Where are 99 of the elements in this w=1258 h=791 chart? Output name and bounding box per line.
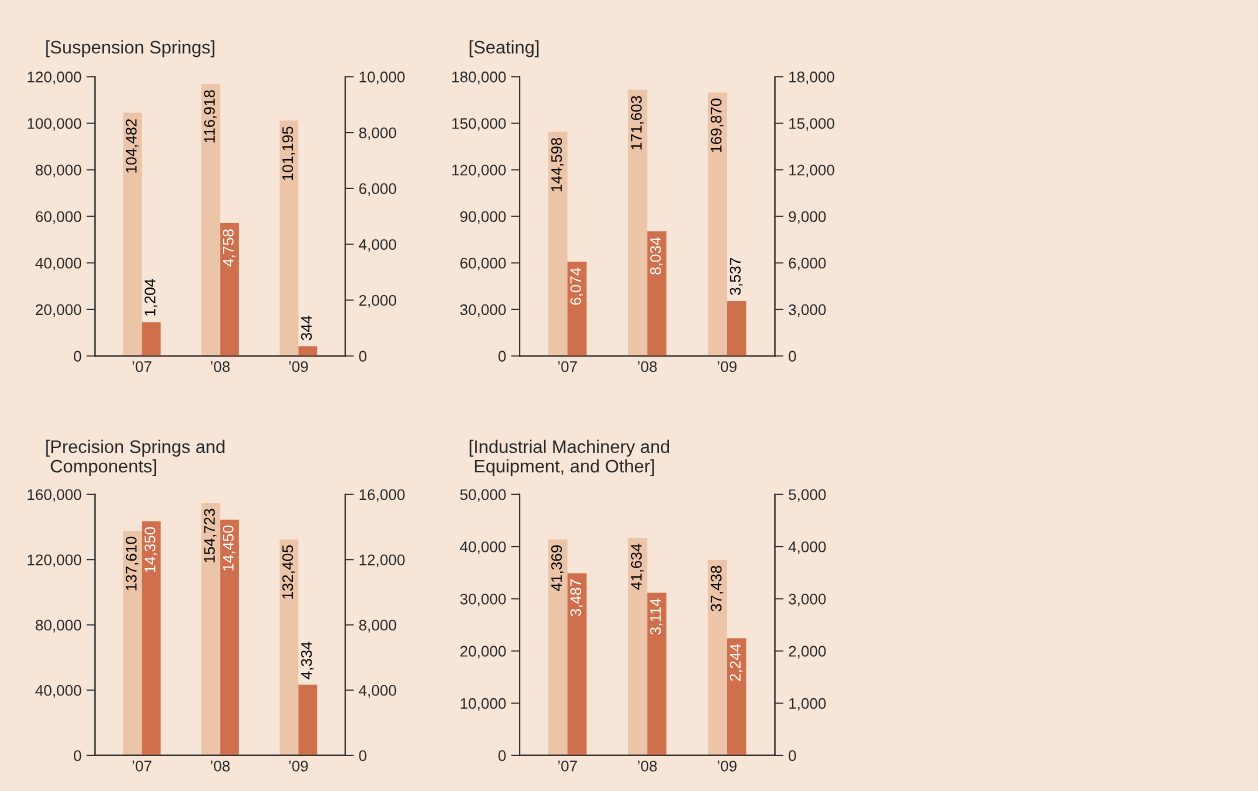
x-tick-label: ’08 bbox=[638, 760, 657, 772]
data-label: 144,598 bbox=[551, 137, 564, 192]
y-tick-label: 0 bbox=[498, 350, 506, 362]
y2-tick-label: 8,000 bbox=[359, 127, 397, 141]
data-label: 3,537 bbox=[729, 258, 743, 295]
data-label: 169,870 bbox=[710, 98, 724, 153]
y2-tick-label: 4,000 bbox=[788, 541, 826, 555]
data-label: 104,482 bbox=[125, 119, 139, 173]
y2-tick-label: 6,000 bbox=[788, 257, 826, 271]
data-label: 101,195 bbox=[282, 126, 295, 181]
data-label: 2,244 bbox=[729, 643, 743, 681]
y2-tick-label: 18,000 bbox=[789, 71, 835, 85]
data-label: 1,204 bbox=[144, 278, 158, 316]
y2-tick-label: 8,000 bbox=[359, 619, 397, 633]
y2-tick-label: 0 bbox=[788, 750, 797, 762]
y-tick-label: 40,000 bbox=[35, 257, 82, 271]
y2-tick-label: 9,000 bbox=[788, 211, 826, 224]
y-tick-label: 100,000 bbox=[27, 118, 82, 131]
y2-tick-label: 3,000 bbox=[788, 593, 826, 607]
data-label: 154,723 bbox=[204, 508, 217, 563]
data-label: 4,334 bbox=[301, 641, 314, 680]
bar bbox=[548, 131, 568, 356]
bar bbox=[628, 89, 648, 356]
chart-title: [Seating] bbox=[469, 40, 539, 58]
x-tick-label: ’07 bbox=[558, 760, 577, 772]
y2-tick-label: 12,000 bbox=[789, 164, 835, 178]
data-label: 41,369 bbox=[551, 545, 564, 592]
y-tick-label: 80,000 bbox=[35, 164, 82, 178]
data-label: 4,758 bbox=[222, 229, 236, 267]
bar bbox=[279, 120, 299, 356]
y-tick-label: 0 bbox=[73, 350, 82, 362]
y-tick-label: 180,000 bbox=[452, 71, 506, 85]
data-label: 137,610 bbox=[125, 536, 139, 591]
y-tick-label: 120,000 bbox=[27, 71, 82, 85]
x-tick-label: ’09 bbox=[717, 361, 737, 373]
y-tick-label: 0 bbox=[498, 750, 506, 762]
y2-tick-label: 5,000 bbox=[788, 489, 826, 502]
data-label: 8,034 bbox=[650, 237, 663, 275]
bar bbox=[279, 539, 299, 756]
x-tick-label: ’07 bbox=[558, 361, 577, 373]
data-label: 344 bbox=[301, 315, 312, 341]
bar bbox=[123, 112, 142, 356]
x-tick-label: ’08 bbox=[210, 760, 230, 772]
data-label: 3,487 bbox=[570, 579, 583, 617]
y2-tick-label: 4,000 bbox=[358, 239, 397, 252]
y2-tick-label: 2,000 bbox=[788, 645, 826, 659]
bar bbox=[707, 92, 728, 356]
x-tick-label: ’09 bbox=[289, 760, 308, 772]
y-tick-label: 40,000 bbox=[35, 685, 82, 698]
data-label: 3,114 bbox=[650, 598, 663, 635]
y2-tick-label: 2,000 bbox=[359, 294, 397, 308]
data-label: 14,350 bbox=[144, 527, 158, 573]
y2-tick-label: 0 bbox=[359, 350, 367, 362]
bar bbox=[727, 301, 747, 356]
bar bbox=[141, 322, 161, 356]
data-label: 6,074 bbox=[570, 267, 583, 305]
y-tick-label: 120,000 bbox=[452, 164, 506, 178]
chart-title: [Suspension Springs] bbox=[46, 40, 215, 58]
y-tick-label: 50,000 bbox=[460, 489, 506, 502]
y-tick-label: 20,000 bbox=[35, 304, 82, 317]
y-tick-label: 120,000 bbox=[27, 554, 82, 568]
y2-tick-label: 16,000 bbox=[359, 489, 405, 502]
x-tick-label: ’09 bbox=[717, 760, 737, 772]
x-tick-label: ’08 bbox=[210, 361, 230, 373]
y-tick-label: 80,000 bbox=[35, 619, 82, 633]
y-tick-label: 60,000 bbox=[35, 211, 82, 224]
data-label: 132,405 bbox=[282, 545, 295, 599]
y-tick-label: 30,000 bbox=[460, 593, 506, 607]
y2-tick-label: 4,000 bbox=[358, 685, 397, 698]
y-tick-label: 30,000 bbox=[460, 304, 506, 317]
data-label: 116,918 bbox=[204, 90, 217, 143]
y-tick-label: 20,000 bbox=[460, 645, 506, 659]
data-label: 41,634 bbox=[630, 543, 644, 590]
y2-tick-label: 10,000 bbox=[359, 71, 405, 85]
y-tick-label: 40,000 bbox=[459, 541, 506, 555]
data-label: 171,603 bbox=[630, 96, 644, 150]
y-tick-label: 160,000 bbox=[27, 489, 82, 502]
data-label: 37,438 bbox=[710, 565, 724, 612]
chart-title: [Precision Springs and Components] bbox=[46, 439, 225, 477]
x-tick-label: ’09 bbox=[289, 361, 308, 373]
y2-tick-label: 3,000 bbox=[788, 304, 826, 317]
y2-tick-label: 15,000 bbox=[789, 118, 835, 131]
data-label: 14,450 bbox=[222, 525, 236, 571]
y-tick-label: 0 bbox=[73, 750, 82, 762]
y2-tick-label: 0 bbox=[359, 750, 367, 762]
x-tick-label: ’07 bbox=[132, 361, 152, 373]
y2-tick-label: 1,000 bbox=[789, 698, 826, 711]
y2-tick-label: 6,000 bbox=[359, 183, 397, 196]
chart-title: [Industrial Machinery and Equipment, and Other] bbox=[469, 439, 670, 477]
bar bbox=[201, 83, 221, 356]
x-tick-label: ’08 bbox=[638, 361, 657, 373]
y-tick-label: 90,000 bbox=[460, 211, 506, 224]
y-tick-label: 60,000 bbox=[460, 257, 506, 271]
x-tick-label: ’07 bbox=[132, 760, 152, 772]
bar bbox=[298, 346, 318, 356]
y-tick-label: 150,000 bbox=[452, 118, 506, 131]
y-tick-label: 10,000 bbox=[460, 698, 506, 711]
y2-tick-label: 0 bbox=[788, 350, 797, 362]
y2-tick-label: 12,000 bbox=[359, 554, 405, 568]
